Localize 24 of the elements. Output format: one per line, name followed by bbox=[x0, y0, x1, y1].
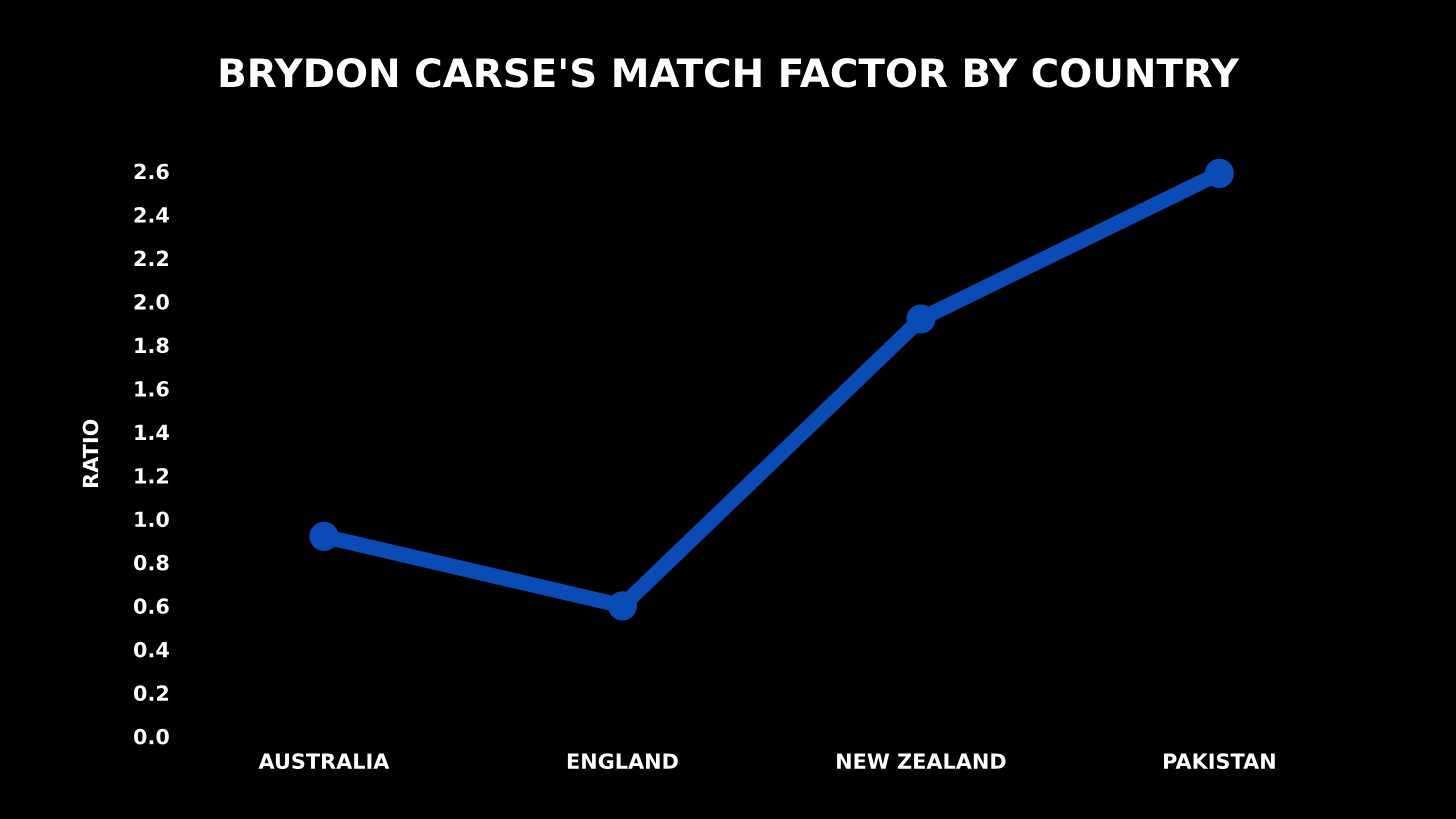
y-tick-label: 0.6 bbox=[133, 598, 169, 615]
y-tick-label: 1.2 bbox=[135, 467, 169, 484]
y-tick-label: 1.6 bbox=[135, 380, 169, 397]
x-tick-label: ENGLAND bbox=[567, 753, 678, 770]
y-tick-label: 0.2 bbox=[133, 685, 169, 702]
y-tick-label: 0.4 bbox=[133, 641, 169, 658]
point bbox=[906, 304, 936, 334]
y-axis-title: RATIO bbox=[82, 419, 99, 487]
y-tick-label: 0.0 bbox=[133, 728, 169, 745]
x-tick-label: PAKISTAN bbox=[1164, 753, 1275, 770]
y-tick-label: 2.2 bbox=[134, 250, 169, 267]
y-tick-label: 1.0 bbox=[135, 511, 169, 528]
x-tick-label: AUSTRALIA bbox=[258, 753, 390, 770]
y-tick-label: 1.4 bbox=[135, 424, 169, 440]
y-tick-label: 2.6 bbox=[134, 163, 169, 180]
y-tick-label: 0.8 bbox=[133, 554, 169, 571]
point bbox=[607, 591, 638, 621]
chart-title: BRYDON CARSE'S MATCH FACTOR BY COUNTRY bbox=[220, 58, 1240, 88]
y-tick-label: 2.0 bbox=[134, 294, 169, 310]
point bbox=[309, 521, 339, 551]
point bbox=[1204, 158, 1234, 188]
x-tick-label: NEW ZEALAND bbox=[837, 753, 1006, 769]
y-tick-label: 2.4 bbox=[134, 207, 169, 223]
y-tick-label: 1.8 bbox=[135, 337, 169, 354]
